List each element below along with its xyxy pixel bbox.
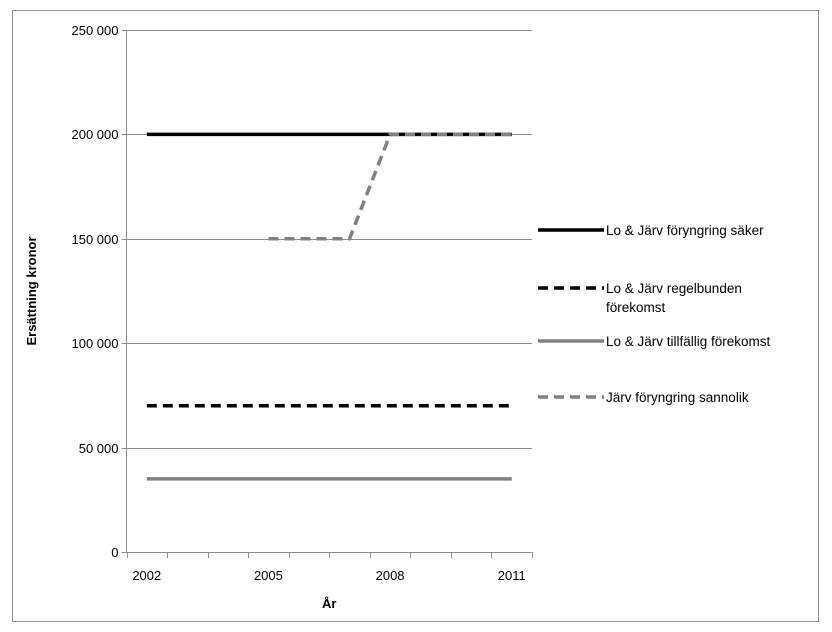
x-tick-label: 2008 [376, 568, 405, 583]
legend-item-1: Lo & Järv föryngring säker [538, 223, 764, 238]
x-tick-label: 2005 [254, 568, 283, 583]
legend-label: Lo & Järv tillfällig förekomst [606, 334, 771, 349]
legend-item-3: Lo & Järv tillfällig förekomst [538, 334, 771, 349]
chart-frame [12, 10, 819, 622]
legend-label: förekomst [606, 300, 666, 315]
y-tick-label: 150 000 [72, 232, 119, 247]
axes: 0 50 000 100 000 150 000 200 000 250 000 2002 2… [72, 23, 533, 583]
x-tick-label: 2011 [498, 568, 526, 583]
series-line-4 [268, 132, 512, 241]
legend-label: Lo & Järv regelbunden [606, 281, 742, 296]
y-tick-label: 50 000 [79, 441, 119, 456]
legend-item-2: Lo & Järv regelbunden förekomst [538, 281, 742, 315]
legend: Lo & Järv föryngring säker Lo & Järv rege… [538, 223, 771, 405]
y-tick-label: 0 [111, 545, 118, 560]
legend-label: Lo & Järv föryngring säker [606, 223, 764, 238]
plot-area [146, 132, 512, 481]
x-tick-label: 2002 [132, 568, 161, 583]
legend-item-4: Järv föryngring sannolik [538, 390, 749, 405]
x-axis-title: År [322, 596, 336, 611]
y-tick-label: 250 000 [72, 23, 119, 38]
y-axis-title: Ersättning kronor [24, 236, 39, 345]
legend-label: Järv föryngring sannolik [606, 390, 749, 405]
y-tick-label: 100 000 [72, 336, 119, 351]
y-tick-label: 200 000 [72, 127, 119, 142]
